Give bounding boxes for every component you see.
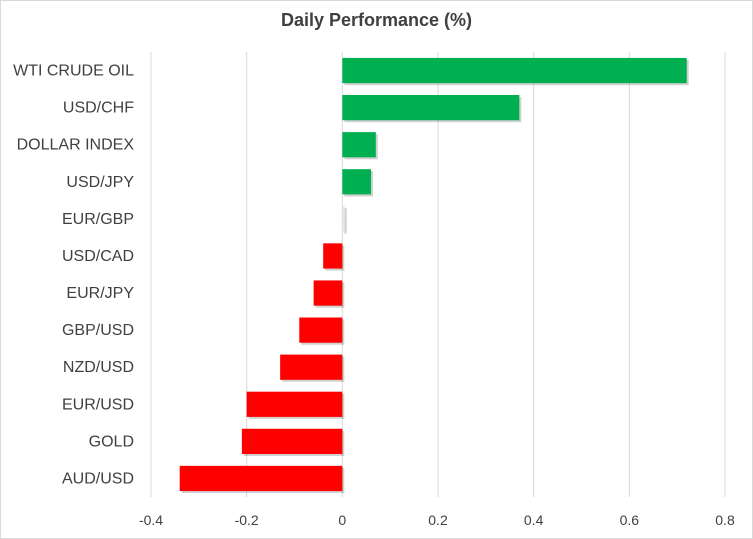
x-tick-label: 0.6	[620, 512, 640, 528]
category-label: USD/JPY	[66, 174, 134, 191]
bar	[323, 243, 343, 269]
category-label: USD/CAD	[62, 248, 134, 265]
x-tick-label: 0.8	[715, 512, 735, 528]
bar	[313, 280, 343, 306]
x-tick-label: -0.2	[235, 512, 259, 528]
category-label: AUD/USD	[62, 470, 134, 487]
category-label: GOLD	[89, 433, 134, 450]
bar	[280, 354, 343, 380]
bar	[246, 391, 343, 417]
bar-shadow	[344, 208, 347, 234]
bar	[342, 206, 345, 232]
bar	[342, 169, 372, 195]
category-label: WTI CRUDE OIL	[13, 63, 134, 80]
x-tick-label: 0	[338, 512, 346, 528]
category-label: EUR/USD	[62, 396, 134, 413]
bar	[342, 95, 520, 121]
bar	[342, 57, 687, 84]
bar	[299, 317, 343, 343]
x-tick-label: 0.2	[428, 512, 448, 528]
x-tick-label: -0.4	[139, 512, 163, 528]
chart-title: Daily Performance (%)	[280, 10, 473, 30]
bar	[241, 428, 343, 454]
category-label: USD/CHF	[63, 100, 134, 117]
category-label: NZD/USD	[63, 359, 134, 376]
x-tick-label: 0.4	[524, 512, 544, 528]
category-label: EUR/JPY	[66, 285, 134, 302]
category-label: EUR/GBP	[62, 211, 134, 228]
bar	[179, 465, 343, 492]
category-label: DOLLAR INDEX	[17, 137, 135, 154]
bar	[342, 132, 376, 158]
category-label: GBP/USD	[62, 322, 134, 339]
